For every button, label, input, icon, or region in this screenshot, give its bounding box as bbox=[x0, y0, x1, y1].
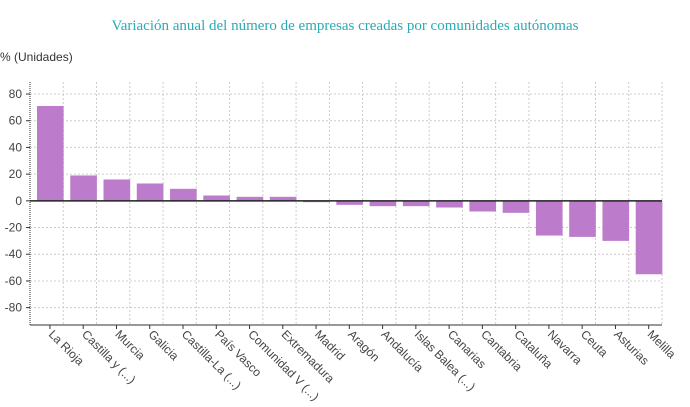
bar bbox=[469, 200, 497, 212]
x-tick-label: Asturias bbox=[611, 327, 652, 368]
y-tick-label: -60 bbox=[5, 274, 23, 288]
x-tick-label: La Rioja bbox=[46, 327, 87, 368]
bar bbox=[336, 200, 363, 205]
bar bbox=[635, 200, 663, 275]
y-tick-label: -80 bbox=[5, 301, 23, 315]
y-tick-label: -40 bbox=[5, 247, 23, 261]
x-tick-label: Aragón bbox=[345, 327, 382, 364]
y-tick-label: 40 bbox=[9, 140, 23, 154]
bar bbox=[436, 200, 463, 208]
bar bbox=[236, 196, 264, 201]
y-tick-label: 20 bbox=[9, 167, 23, 181]
y-tick-label: -20 bbox=[5, 221, 23, 235]
bar bbox=[269, 196, 297, 201]
bar bbox=[36, 106, 64, 201]
bar bbox=[70, 175, 97, 201]
y-tick-label: 60 bbox=[9, 114, 23, 128]
bar bbox=[535, 200, 563, 236]
bar bbox=[402, 200, 430, 207]
chart-title: Variación anual del número de empresas c… bbox=[111, 18, 579, 34]
bar bbox=[369, 200, 397, 207]
bar bbox=[203, 195, 230, 201]
bar bbox=[569, 200, 596, 237]
y-tick-label: 80 bbox=[9, 87, 23, 101]
x-tick-label: Castilla-La (...) bbox=[179, 327, 244, 392]
bar bbox=[502, 200, 530, 213]
y-tick-label: 0 bbox=[15, 194, 22, 208]
bar bbox=[170, 188, 197, 201]
bar bbox=[103, 179, 131, 201]
x-tick-label: Galicia bbox=[146, 327, 182, 363]
bar bbox=[136, 183, 164, 201]
y-axis-label: % (Unidades) bbox=[0, 50, 73, 64]
bar bbox=[602, 200, 630, 241]
